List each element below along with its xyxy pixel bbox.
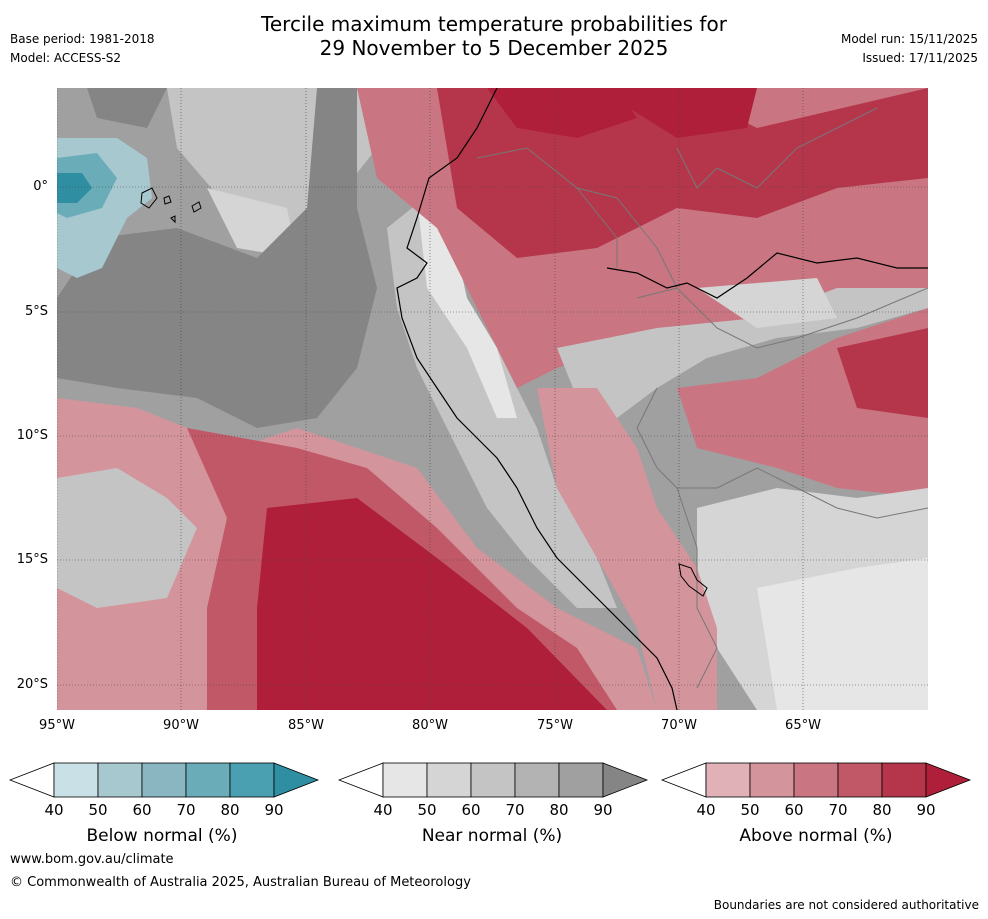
near-normal-amazon xyxy=(557,288,928,418)
meta-left: Base period: 1981-2018 Model: ACCESS-S2 xyxy=(10,30,155,68)
country-borders xyxy=(476,107,928,689)
legend-below-tick: 40 xyxy=(44,801,64,819)
legend-below-title: Below normal (%) xyxy=(86,826,238,846)
lon-label-90w: 90°W xyxy=(163,718,199,733)
near-normal-southeast-light xyxy=(757,558,928,710)
title-line-1: Tercile maximum temperature probabilitie… xyxy=(261,12,727,36)
legend-below-tick: 50 xyxy=(88,801,108,819)
legend-swatch xyxy=(97,762,143,798)
legend-above-title: Above normal (%) xyxy=(739,826,893,846)
legend-colorbars xyxy=(8,762,972,798)
legend-near-title: Near normal (%) xyxy=(421,826,563,846)
legend-swatch xyxy=(837,762,883,798)
lat-label-0: 0° xyxy=(33,179,48,194)
lat-label-5s: 5°S xyxy=(24,304,48,319)
above-normal-north-peak-2 xyxy=(597,88,757,138)
legend-swatch xyxy=(881,762,927,798)
legend-swatch xyxy=(382,762,428,798)
lon-label-70w: 70°W xyxy=(661,718,697,733)
legend-swatch xyxy=(749,762,795,798)
copyright: © Commonwealth of Australia 2025, Austra… xyxy=(10,875,471,890)
legend-above-tick: 80 xyxy=(872,801,892,819)
legend-near-tick: 60 xyxy=(461,801,481,819)
legend-swatch xyxy=(514,762,560,798)
galapagos-islands xyxy=(140,187,202,224)
source-url: www.bom.gov.au/climate xyxy=(10,852,174,867)
lake-titicaca xyxy=(678,563,708,597)
model-name: Model: ACCESS-S2 xyxy=(10,51,122,65)
legend-swatch xyxy=(141,762,187,798)
title-line-2: 29 November to 5 December 2025 xyxy=(319,36,669,60)
above-normal-south-core xyxy=(257,498,607,710)
legend-extend-low xyxy=(337,762,384,798)
legend-swatch xyxy=(793,762,839,798)
near-normal-amazon-2 xyxy=(697,278,837,328)
legend-swatch xyxy=(558,762,604,798)
legend-extend-high xyxy=(925,762,972,798)
near-normal-coastal-white xyxy=(417,198,517,418)
lat-label-20s: 20°S xyxy=(16,677,48,692)
legend-above-tick: 60 xyxy=(784,801,804,819)
legend-above-tick: 90 xyxy=(916,801,936,819)
legend-extend-high xyxy=(602,762,649,798)
legend-extend-low xyxy=(660,762,707,798)
legend-swatch xyxy=(426,762,472,798)
amazon-river xyxy=(606,252,928,299)
legend-below-tick: 80 xyxy=(220,801,240,819)
above-normal-north-peak xyxy=(487,88,637,138)
legend-swatch xyxy=(229,762,275,798)
lon-label-95w: 95°W xyxy=(39,718,75,733)
grid-lines xyxy=(57,88,928,710)
legend-swatch xyxy=(53,762,99,798)
lat-label-15s: 15°S xyxy=(16,552,48,567)
legend-swatch xyxy=(705,762,751,798)
model-run: Model run: 15/11/2025 xyxy=(840,32,978,46)
legend-near-tick: 40 xyxy=(373,801,393,819)
above-normal-andes-band xyxy=(537,388,717,710)
lon-label-65w: 65°W xyxy=(785,718,821,733)
legend-below-tick: 90 xyxy=(264,801,284,819)
base-period: Base period: 1981-2018 xyxy=(10,32,155,46)
near-normal-southwest xyxy=(57,468,197,608)
near-normal-dark-region-2 xyxy=(87,88,167,128)
legend-extend-low xyxy=(8,762,55,798)
legend-near-tick: 70 xyxy=(505,801,525,819)
legend-below-tick: 60 xyxy=(132,801,152,819)
meta-right: Model run: 15/11/2025 Issued: 17/11/2025 xyxy=(841,30,978,68)
legend-above-tick: 40 xyxy=(696,801,716,819)
legend-swatch xyxy=(470,762,516,798)
legend-below-tick: 70 xyxy=(176,801,196,819)
lon-label-80w: 80°W xyxy=(412,718,448,733)
probability-map xyxy=(57,88,928,710)
coastline xyxy=(396,88,678,710)
legend-near-tick: 50 xyxy=(417,801,437,819)
lon-label-85w: 85°W xyxy=(288,718,324,733)
legend-swatch xyxy=(185,762,231,798)
legend-near-tick: 80 xyxy=(549,801,569,819)
map-title: Tercile maximum temperature probabilitie… xyxy=(0,12,988,60)
legend-above-tick: 70 xyxy=(828,801,848,819)
legend-extend-high xyxy=(273,762,320,798)
disclaimer: Boundaries are not considered authoritat… xyxy=(713,898,979,912)
above-normal-east-core xyxy=(837,328,928,418)
legend-near-tick: 90 xyxy=(593,801,613,819)
near-normal-dark-region xyxy=(57,88,377,428)
legend-above-tick: 50 xyxy=(740,801,760,819)
issued-date: Issued: 17/11/2025 xyxy=(862,51,978,65)
lat-label-10s: 10°S xyxy=(16,428,48,443)
lon-label-75w: 75°W xyxy=(537,718,573,733)
below-normal-region-peak xyxy=(57,173,92,203)
